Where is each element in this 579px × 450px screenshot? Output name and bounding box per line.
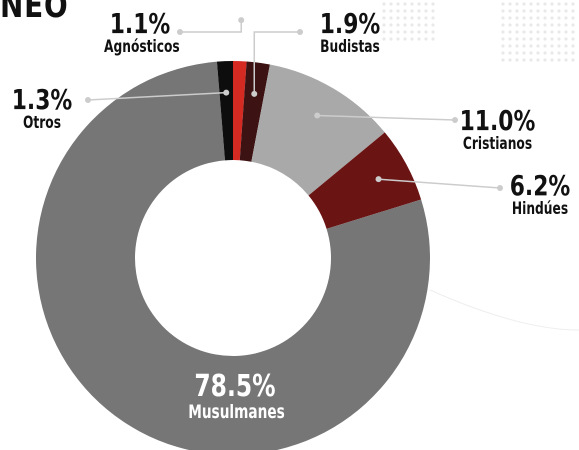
slice-name-hindues: Hindúes xyxy=(511,199,569,219)
slice-name-musulmanes: Musulmanes xyxy=(188,401,285,423)
slice-name-budistas: Budistas xyxy=(320,37,380,57)
leader-dot xyxy=(177,29,183,35)
slice-name-otros: Otros xyxy=(22,113,61,133)
slice-label-cristianos: 11.0% Cristianos xyxy=(445,107,550,153)
leader-line xyxy=(378,178,501,189)
slice-label-agnosticos: 1.1% Agnósticos xyxy=(90,10,190,56)
slice-name-cristianos: Cristianos xyxy=(462,134,533,154)
leader-dot xyxy=(314,112,321,119)
slice-value-agnosticos: 1.1% xyxy=(109,7,171,40)
slice-label-hindues: 6.2% Hindúes xyxy=(495,172,579,218)
slice-musulmanes xyxy=(36,61,430,450)
slice-value-otros: 1.3% xyxy=(11,83,73,116)
slice-agnosticos xyxy=(233,61,247,161)
slice-label-budistas: 1.9% Budistas xyxy=(300,10,400,56)
leader-dot xyxy=(497,185,503,191)
leader-line xyxy=(317,114,456,121)
slice-cristianos xyxy=(251,64,385,196)
slice-label-musulmanes: 78.5% Musulmanes xyxy=(170,372,300,422)
slice-hindues xyxy=(308,132,422,229)
leader-dot xyxy=(223,89,230,96)
slice-budistas xyxy=(239,61,270,162)
chart-slices xyxy=(36,61,430,450)
leader-line xyxy=(180,20,242,33)
map-arc xyxy=(429,289,579,331)
leader-dot xyxy=(375,176,382,183)
leader-dot xyxy=(85,97,91,103)
leader-dot xyxy=(452,117,458,123)
leader-line xyxy=(253,31,300,94)
slice-value-hindues: 6.2% xyxy=(509,169,571,202)
page-title-fragment: NEO xyxy=(0,0,69,26)
leader-dot xyxy=(297,29,303,35)
slice-value-budistas: 1.9% xyxy=(319,7,381,40)
slice-label-otros: 1.3% Otros xyxy=(0,86,84,132)
leader-dot xyxy=(251,90,258,97)
slice-value-musulmanes: 78.5% xyxy=(194,369,276,404)
leader-line xyxy=(87,91,227,101)
slice-otros xyxy=(216,61,233,161)
slice-value-cristianos: 11.0% xyxy=(459,104,536,137)
world-map-dots xyxy=(382,2,575,62)
slice-name-agnosticos: Agnósticos xyxy=(104,37,180,57)
leader-lines xyxy=(85,17,503,191)
leader-dot xyxy=(238,17,245,24)
